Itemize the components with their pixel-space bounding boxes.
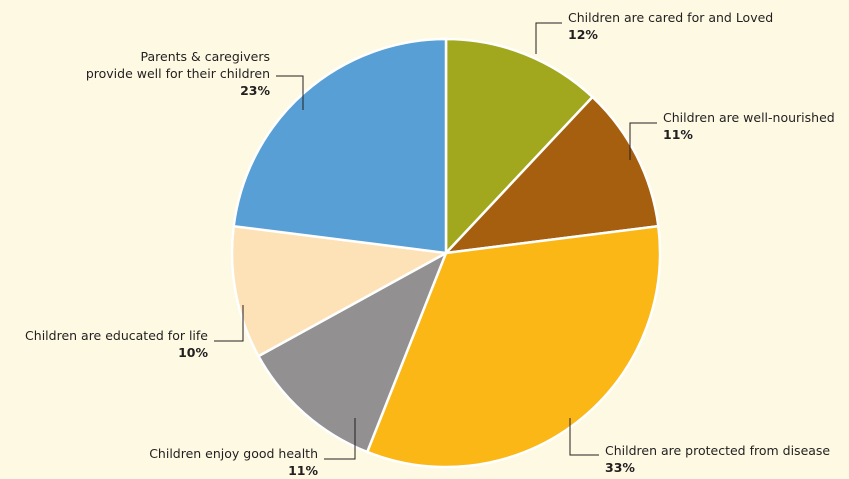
slice-percent-label: 23% — [240, 83, 270, 98]
pie-slices — [230, 37, 662, 469]
pie-slice — [365, 224, 662, 469]
leader-line — [276, 75, 304, 110]
slice-label: Parents & caregivers provide well for the… — [86, 49, 304, 110]
pie-slice — [256, 250, 449, 454]
slice-percent-label: 11% — [288, 463, 318, 478]
pie-slice — [444, 37, 595, 257]
pie-slice — [232, 37, 448, 255]
slice-label-text: Children enjoy good health — [149, 446, 318, 461]
slice-label: Children are well-nourished 11% — [629, 110, 835, 160]
slice-label: Children are protected from disease 33% — [569, 418, 830, 475]
slice-label-text: provide well for their children — [86, 66, 270, 81]
pie-slice — [230, 224, 450, 358]
pie-labels: Children are cared for and Loved12%Child… — [25, 10, 835, 478]
leader-line — [569, 418, 599, 456]
slice-label: Children enjoy good health 11% — [149, 418, 356, 478]
slice-percent-label: 10% — [178, 345, 208, 360]
slice-percent-label: 12% — [568, 27, 598, 42]
leader-line — [324, 418, 356, 460]
slice-percent-label: 33% — [605, 460, 635, 475]
slice-label: Children are educated for life 10% — [25, 305, 244, 360]
slice-percent-label: 11% — [663, 127, 693, 142]
leader-line — [629, 122, 657, 160]
slice-label-text: Children are well-nourished — [663, 110, 835, 125]
pie-slice — [442, 95, 660, 255]
slice-label-text: Children are educated for life — [25, 328, 208, 343]
leader-line — [214, 305, 244, 342]
slice-label: Children are cared for and Loved 12% — [535, 10, 773, 54]
leader-line — [535, 22, 562, 54]
slice-label-text: Children are cared for and Loved — [568, 10, 773, 25]
slice-label-text: Children are protected from disease — [605, 443, 830, 458]
slice-label-text: Parents & caregivers — [141, 49, 270, 64]
